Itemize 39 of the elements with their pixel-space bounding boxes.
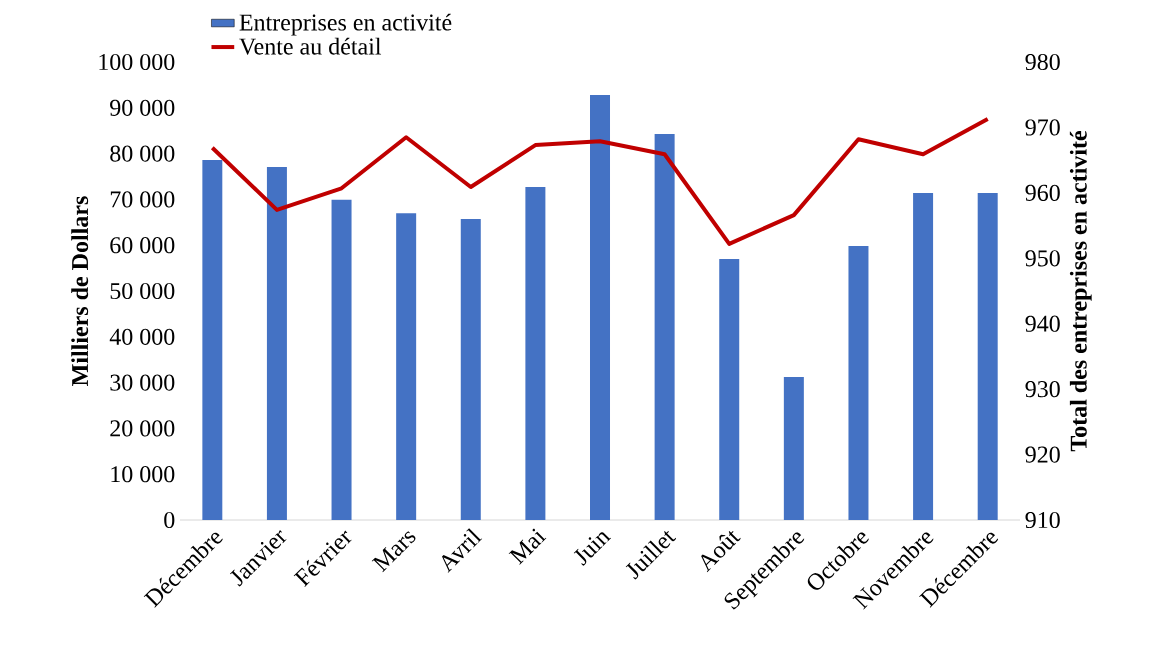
bar [331,199,352,520]
y2-tick-label: 940 [1025,315,1060,332]
bar [525,187,546,520]
legend-label: Vente au détail [239,37,382,55]
y-tick-label: 80 000 [110,145,175,162]
y-tick-label: 40 000 [109,328,175,345]
y-tick-label: 0 [164,511,175,529]
bar [266,166,287,520]
y-tick-label: 60 000 [110,237,175,254]
y2-tick-label: 950 [1025,250,1060,267]
y-tick-label: 100 000 [99,53,175,71]
line-series [210,116,990,246]
bar [913,192,934,520]
y2-tick-label: 960 [1025,184,1060,201]
bar [590,94,611,520]
y-tick-label: 50 000 [110,282,175,300]
y2-tick-label: 970 [1025,119,1060,136]
y-tick-label: 20 000 [110,420,175,437]
y-tick-label: 30 000 [110,374,175,391]
bar [783,377,804,520]
y2-tick-label: 930 [1025,381,1060,398]
y2-axis-title: Total des entreprises en activité [1069,130,1092,452]
bar [654,133,675,520]
bar [977,192,998,520]
y-axis-title: Milliers de Dollars [71,196,89,386]
bar [719,258,740,520]
y2-tick-label: 910 [1025,511,1060,529]
bar [202,160,223,520]
y-tick-label: 90 000 [110,99,175,116]
y2-tick-label: 920 [1025,446,1060,463]
legend-label: Entreprises en activité [239,13,452,36]
x-tick-label: Juin [573,532,611,566]
y-tick-label: 10 000 [111,466,175,483]
y2-tick-label: 980 [1025,53,1060,71]
bar [396,213,417,520]
x-tick-label: Mai [508,528,547,565]
bar [848,246,869,520]
y-tick-label: 70 000 [110,191,175,208]
bar [460,219,481,520]
